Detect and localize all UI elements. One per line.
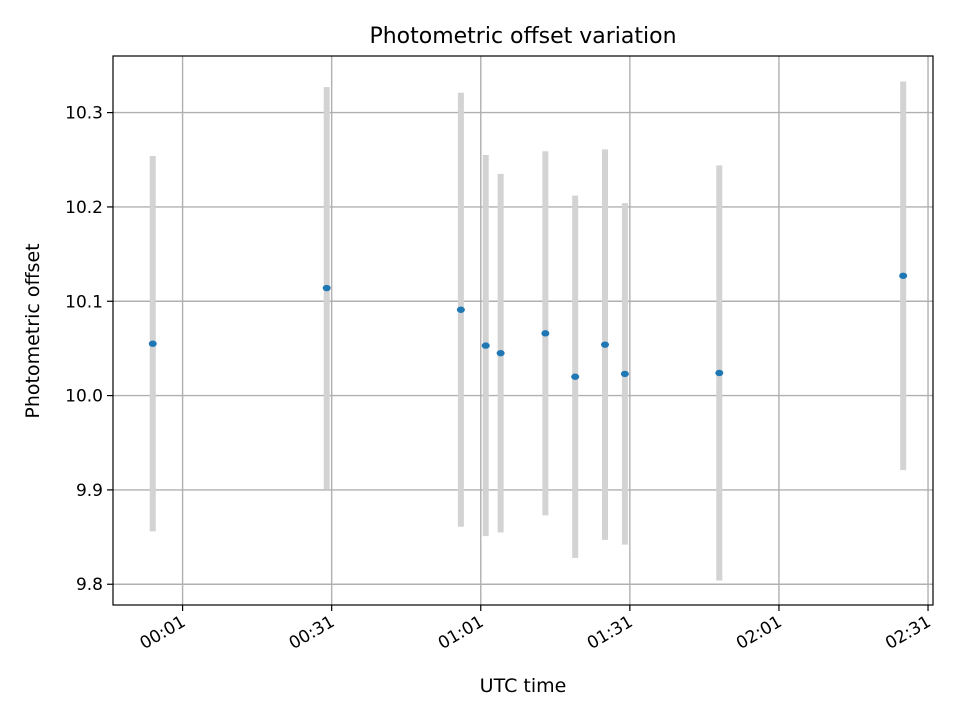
x-axis-label: UTC time: [480, 675, 567, 697]
y-tick-label: 10.3: [65, 104, 103, 124]
data-points: [148, 272, 908, 380]
data-point: [496, 349, 505, 357]
y-tick-label: 10.2: [65, 198, 103, 218]
chart-title: Photometric offset variation: [369, 24, 676, 49]
y-tick-label: 10.1: [65, 292, 103, 312]
y-tick-label: 10.0: [65, 387, 103, 407]
data-point: [481, 342, 490, 349]
data-point: [148, 340, 157, 347]
y-tick-label: 9.8: [76, 575, 103, 595]
data-point: [715, 369, 724, 377]
y-axis-label: Photometric offset: [22, 243, 44, 418]
data-point: [601, 341, 609, 348]
data-point: [322, 284, 331, 292]
data-point: [571, 373, 580, 380]
y-tick-label: 9.9: [76, 481, 103, 501]
data-point: [456, 306, 465, 313]
y-axis-ticks: 9.8 9.9 10.0 10.1 10.2 10.3: [65, 104, 113, 595]
data-point: [620, 370, 629, 378]
plot-frame: [112, 55, 934, 606]
grid: [113, 56, 933, 605]
data-point: [899, 272, 908, 279]
plot-area: [113, 56, 933, 605]
data-point: [541, 330, 550, 337]
